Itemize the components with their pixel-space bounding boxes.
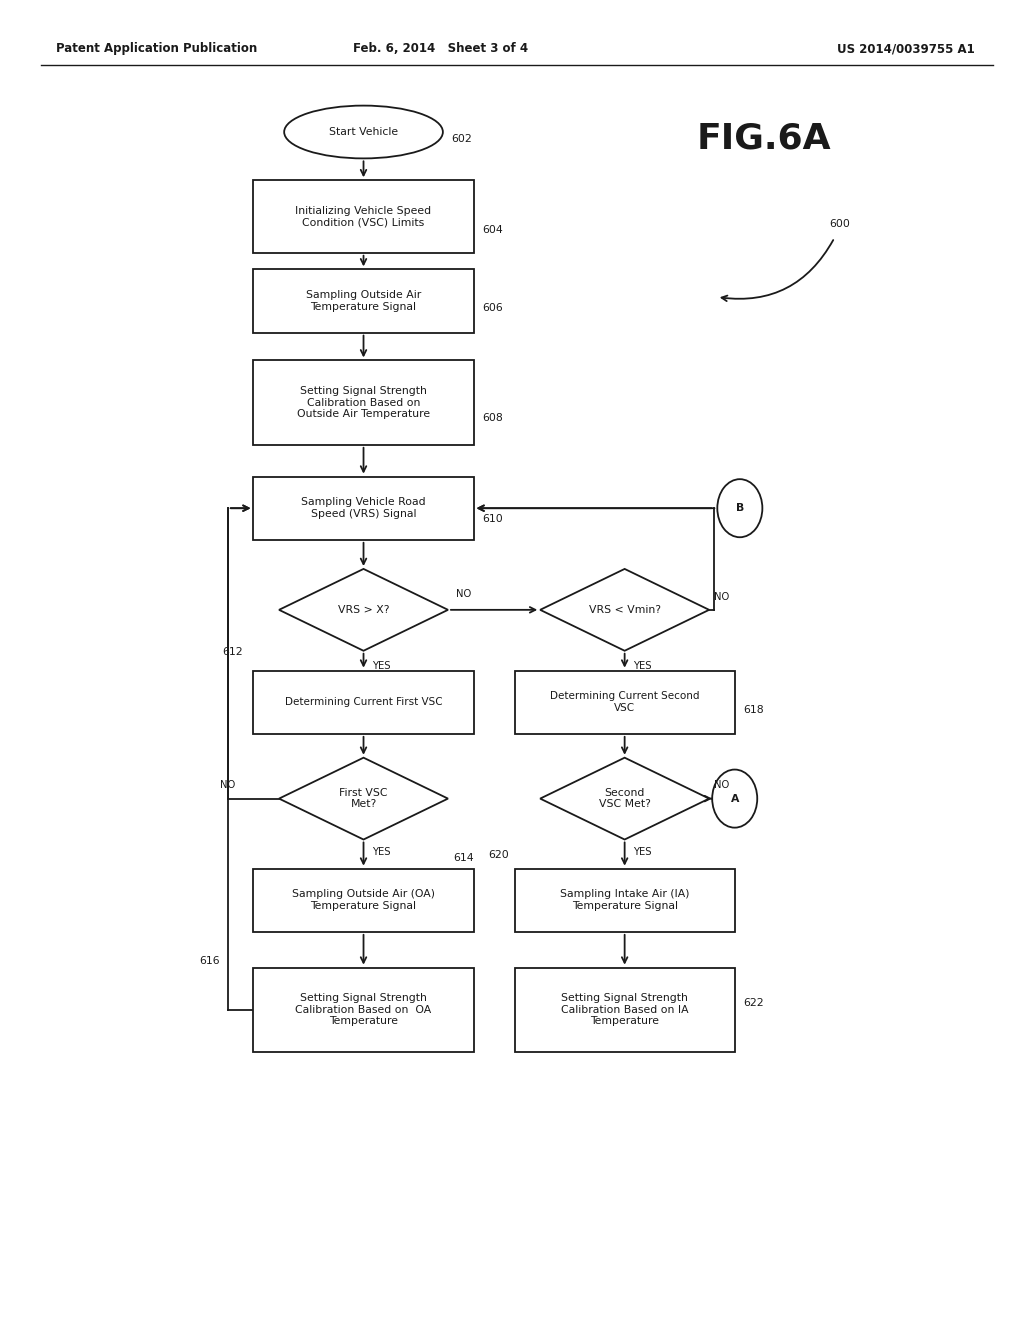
Text: Setting Signal Strength
Calibration Based on IA
Temperature: Setting Signal Strength Calibration Base… [561, 993, 688, 1027]
Text: NO: NO [219, 780, 234, 791]
Text: US 2014/0039755 A1: US 2014/0039755 A1 [838, 42, 975, 55]
Text: Sampling Outside Air
Temperature Signal: Sampling Outside Air Temperature Signal [306, 290, 421, 312]
FancyBboxPatch shape [514, 869, 734, 932]
FancyBboxPatch shape [254, 269, 473, 333]
Polygon shape [279, 569, 449, 651]
Text: 606: 606 [481, 302, 503, 313]
Text: NO: NO [715, 591, 729, 602]
Text: Feb. 6, 2014   Sheet 3 of 4: Feb. 6, 2014 Sheet 3 of 4 [352, 42, 528, 55]
FancyArrowPatch shape [722, 240, 834, 301]
Text: FIG.6A: FIG.6A [696, 121, 830, 156]
Text: Determining Current Second
VSC: Determining Current Second VSC [550, 692, 699, 713]
Text: 602: 602 [451, 133, 472, 144]
FancyBboxPatch shape [254, 869, 473, 932]
Text: Setting Signal Strength
Calibration Based on
Outside Air Temperature: Setting Signal Strength Calibration Base… [297, 385, 430, 420]
Text: Sampling Outside Air (OA)
Temperature Signal: Sampling Outside Air (OA) Temperature Si… [292, 890, 435, 911]
Polygon shape [279, 758, 449, 840]
Text: 604: 604 [481, 224, 503, 235]
Ellipse shape [284, 106, 443, 158]
Circle shape [713, 770, 758, 828]
Text: B: B [735, 503, 744, 513]
Circle shape [717, 479, 762, 537]
FancyBboxPatch shape [254, 180, 473, 253]
Polygon shape [541, 569, 709, 651]
Text: Start Vehicle: Start Vehicle [329, 127, 398, 137]
Text: 614: 614 [453, 853, 474, 863]
Text: Second
VSC Met?: Second VSC Met? [599, 788, 650, 809]
FancyBboxPatch shape [254, 477, 473, 540]
Text: YES: YES [633, 661, 651, 672]
Text: VRS < Vmin?: VRS < Vmin? [589, 605, 660, 615]
Text: Setting Signal Strength
Calibration Based on  OA
Temperature: Setting Signal Strength Calibration Base… [295, 993, 432, 1027]
Text: First VSC
Met?: First VSC Met? [339, 788, 388, 809]
Text: Determining Current First VSC: Determining Current First VSC [285, 697, 442, 708]
Text: 600: 600 [829, 219, 850, 230]
Text: 610: 610 [481, 513, 503, 524]
Text: Initializing Vehicle Speed
Condition (VSC) Limits: Initializing Vehicle Speed Condition (VS… [296, 206, 431, 227]
Text: Sampling Intake Air (IA)
Temperature Signal: Sampling Intake Air (IA) Temperature Sig… [560, 890, 689, 911]
Text: 608: 608 [481, 413, 503, 424]
Text: 612: 612 [222, 647, 244, 657]
FancyBboxPatch shape [514, 671, 734, 734]
Text: Sampling Vehicle Road
Speed (VRS) Signal: Sampling Vehicle Road Speed (VRS) Signal [301, 498, 426, 519]
FancyBboxPatch shape [514, 968, 734, 1052]
Text: A: A [730, 793, 739, 804]
Text: 618: 618 [743, 705, 764, 715]
Text: Patent Application Publication: Patent Application Publication [56, 42, 258, 55]
Text: VRS > X?: VRS > X? [338, 605, 389, 615]
Polygon shape [541, 758, 709, 840]
FancyBboxPatch shape [254, 360, 473, 445]
Text: NO: NO [457, 589, 471, 599]
Text: YES: YES [372, 847, 390, 858]
Text: NO: NO [715, 780, 729, 791]
FancyBboxPatch shape [254, 968, 473, 1052]
Text: 616: 616 [199, 956, 219, 966]
Text: 620: 620 [488, 850, 509, 861]
Text: YES: YES [633, 847, 651, 858]
Text: YES: YES [372, 661, 390, 672]
Text: 622: 622 [743, 998, 764, 1008]
FancyBboxPatch shape [254, 671, 473, 734]
